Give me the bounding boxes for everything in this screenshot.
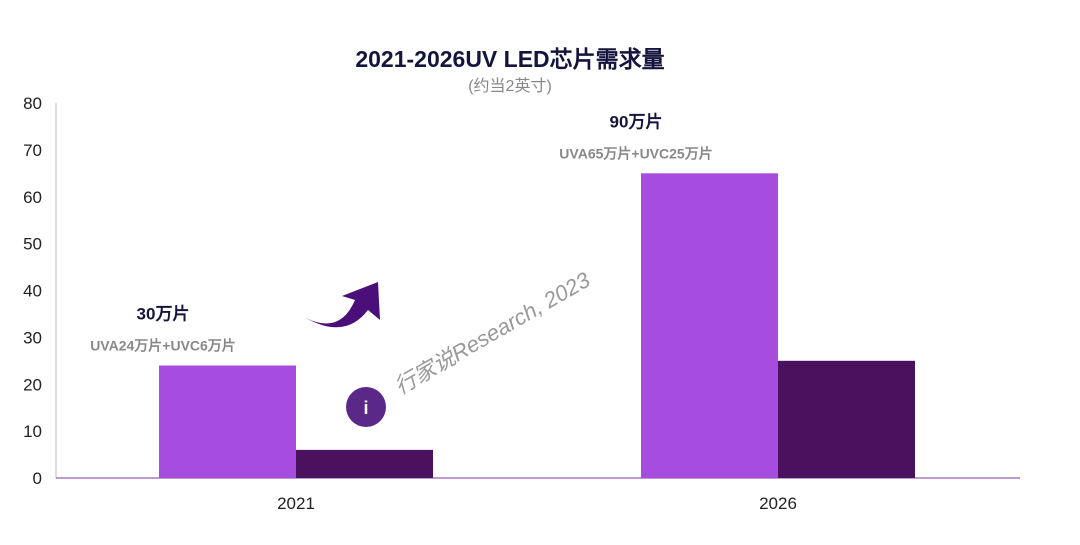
y-tick-label: 20 — [23, 375, 42, 394]
detail-label: UVA65万片+UVC25万片 — [559, 145, 712, 161]
growth-arrow-icon — [306, 282, 380, 328]
chart-subtitle: (约当2英寸) — [468, 77, 552, 95]
total-label: 30万片 — [137, 304, 190, 324]
x-tick-label: 2026 — [759, 494, 797, 513]
total-label: 90万片 — [610, 111, 663, 131]
y-tick-label: 70 — [23, 141, 42, 160]
x-tick-label: 2021 — [277, 494, 315, 513]
y-tick-label: 40 — [23, 282, 42, 301]
y-tick-label: 30 — [23, 328, 42, 347]
bar — [641, 173, 778, 478]
watermark-text: 行家说Research, 2023 — [390, 267, 595, 400]
y-tick-label: 80 — [23, 94, 42, 113]
y-tick-label: 60 — [23, 188, 42, 207]
y-tick-label: 50 — [23, 235, 42, 254]
watermark-logo-icon: i — [346, 387, 386, 427]
bar — [159, 365, 296, 478]
chart-title: 2021-2026UV LED芯片需求量 — [355, 46, 664, 72]
y-tick-label: 0 — [33, 469, 42, 488]
detail-label: UVA24万片+UVC6万片 — [90, 338, 236, 354]
bar — [778, 360, 915, 478]
bar — [296, 449, 433, 478]
y-tick-label: 10 — [23, 422, 42, 441]
svg-text:i: i — [363, 398, 368, 418]
